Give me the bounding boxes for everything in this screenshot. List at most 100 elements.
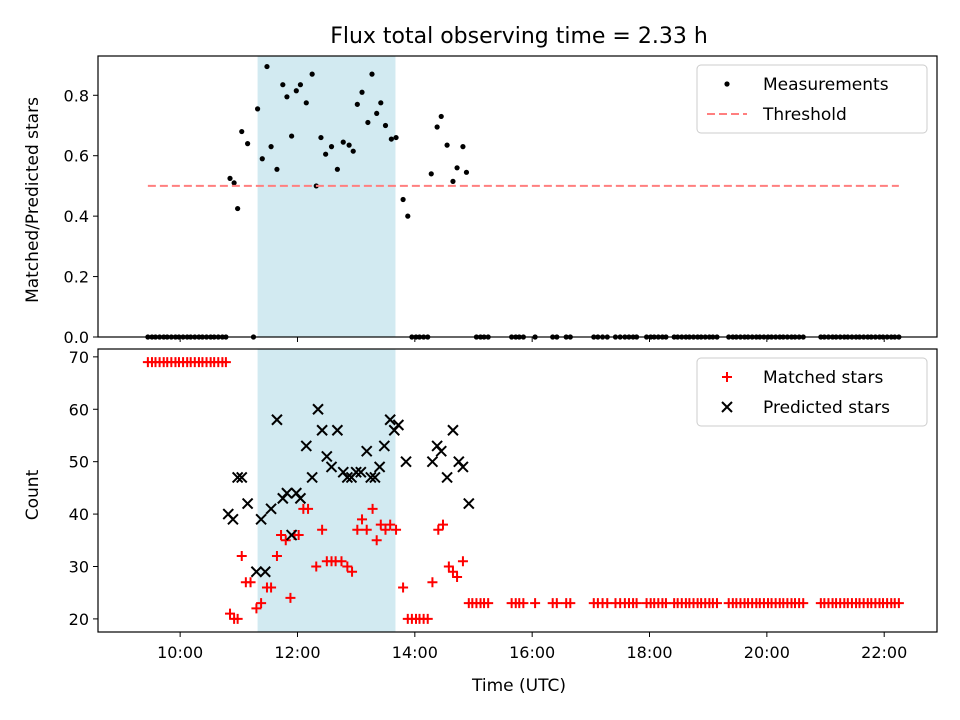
data-point (438, 113, 444, 120)
axes-frame (97, 55, 938, 338)
data-point (347, 566, 358, 577)
data-point (530, 598, 541, 609)
data-point (276, 530, 287, 541)
data-point (457, 556, 468, 567)
chart-title: Flux total observing time = 2.33 h (330, 24, 708, 49)
data-point (378, 100, 384, 106)
x-tick-label: 18:00 (626, 643, 672, 662)
data-point (331, 424, 344, 436)
y-tick-label: 60 (69, 400, 89, 419)
data-point (293, 530, 304, 541)
data-point (284, 94, 290, 100)
data-point (384, 414, 396, 426)
data-point (342, 561, 353, 572)
data-point (251, 603, 262, 614)
x-tick-label: 12:00 (274, 643, 320, 662)
data-point (711, 598, 722, 609)
data-point (250, 566, 263, 578)
data-point (422, 613, 433, 624)
data-point (435, 445, 447, 457)
y-tick-label: 0.2 (64, 268, 89, 287)
data-point (220, 357, 231, 368)
data-point (426, 455, 439, 468)
series-predicted-stars (222, 403, 475, 578)
data-point (280, 535, 291, 546)
ratio-panel: 0.0 0.2 0.4 0.6 0.8 Matched/Predicted stars Me… (23, 55, 938, 347)
data-point (893, 598, 904, 609)
data-point (380, 524, 391, 535)
data-point (400, 196, 406, 203)
data-point (460, 144, 466, 150)
data-point (281, 487, 293, 499)
data-point (393, 134, 399, 141)
data-point (266, 582, 277, 593)
data-point (232, 613, 243, 624)
shaded-region (257, 349, 396, 632)
legend: Measurements Threshold (696, 64, 928, 134)
data-point (378, 440, 391, 452)
data-point (443, 561, 454, 572)
data-point (400, 455, 412, 468)
data-point (374, 110, 380, 117)
data-point (341, 471, 354, 484)
data-point (317, 524, 328, 535)
y-tick-label: 0.0 (64, 328, 89, 347)
x-tick-label: 10:00 (157, 643, 203, 662)
data-point (392, 419, 405, 431)
data-point (245, 141, 251, 147)
data-point (631, 598, 642, 609)
x-tick-label: 14:00 (392, 643, 438, 662)
data-point (255, 513, 267, 526)
data-point (391, 524, 402, 535)
data-point (355, 466, 367, 478)
data-point (256, 598, 267, 609)
x-tick-label: 20:00 (744, 643, 790, 662)
data-point (306, 471, 318, 484)
legend-label: Matched stars (763, 368, 883, 388)
y-axis-label: Matched/Predicted stars (23, 97, 43, 303)
data-point (300, 440, 312, 452)
data-point (303, 503, 314, 514)
data-point (254, 106, 261, 112)
data-point (428, 171, 434, 177)
x-tick-label: 22:00 (861, 643, 907, 662)
x-tick-label: 16:00 (509, 643, 555, 662)
legend: Matched stars Predicted stars (696, 357, 928, 427)
data-point (350, 148, 356, 154)
y-tick-label: 40 (69, 505, 89, 524)
data-point (271, 551, 282, 562)
series-matched-stars (142, 357, 904, 624)
data-point (265, 503, 277, 515)
y-axis-label: Count (23, 469, 43, 520)
data-point (452, 571, 463, 582)
data-point (798, 598, 809, 609)
data-point (259, 566, 271, 578)
data-point (357, 514, 368, 525)
data-point (309, 71, 315, 77)
data-point (437, 519, 448, 530)
data-point (365, 119, 371, 126)
data-point (293, 88, 299, 94)
data-point (551, 598, 562, 609)
y-tick-label: 0.8 (64, 86, 89, 105)
data-point (325, 461, 338, 473)
data-point (316, 424, 328, 436)
data-point (280, 82, 286, 88)
y-tick-label: 0.4 (64, 207, 89, 226)
data-point (259, 156, 265, 162)
data-point (369, 71, 375, 77)
data-point (450, 178, 456, 184)
data-point (227, 175, 233, 181)
data-point (227, 513, 239, 526)
data-point (375, 519, 386, 530)
data-point (398, 582, 409, 593)
legend-label: Threshold (762, 105, 847, 125)
data-point (264, 63, 270, 70)
legend-box (696, 64, 928, 134)
data-point (463, 497, 475, 510)
data-point (371, 535, 382, 546)
data-point (565, 598, 576, 609)
data-point (285, 592, 296, 603)
data-point (352, 524, 363, 535)
data-point (354, 101, 360, 107)
